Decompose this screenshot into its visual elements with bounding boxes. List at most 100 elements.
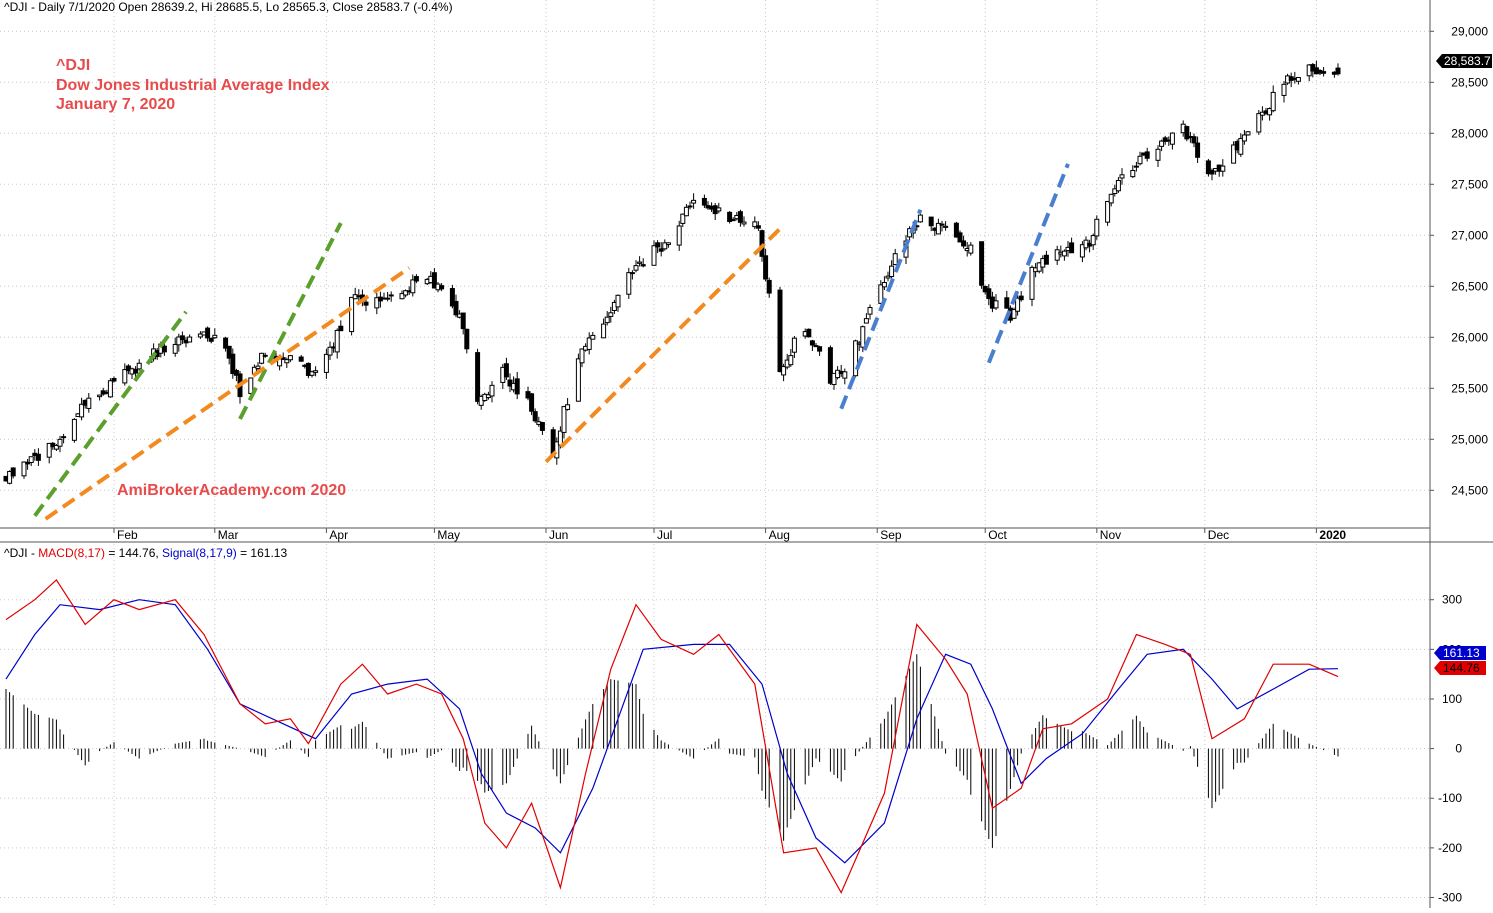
candle-body: [755, 225, 761, 229]
candle-body: [1155, 148, 1161, 161]
candle: [1094, 215, 1100, 240]
signal-legend-value: = 161.13: [237, 546, 288, 560]
candle: [827, 345, 833, 385]
candle-body: [579, 348, 585, 364]
candle: [766, 277, 772, 298]
candle-body: [35, 453, 41, 461]
candle-body: [529, 393, 535, 412]
candle-body: [763, 255, 769, 280]
orange-trendline: [44, 266, 411, 521]
price-candles: [3, 60, 1341, 485]
candle: [806, 328, 812, 338]
candle-body: [1195, 142, 1201, 158]
candle-body: [878, 284, 884, 304]
candle-body: [806, 328, 812, 338]
candle-body: [752, 221, 758, 228]
candle-body: [633, 265, 639, 271]
candle-body: [629, 272, 635, 275]
candle-body: [943, 225, 949, 228]
candle-body: [1108, 193, 1114, 204]
candle-body: [928, 216, 934, 227]
candle: [817, 345, 823, 356]
candle-body: [532, 411, 538, 422]
candle: [561, 405, 567, 439]
candle: [399, 290, 405, 300]
candle-body: [255, 365, 261, 370]
macd-line: [5, 578, 1339, 894]
candle: [741, 216, 747, 227]
candle: [1238, 133, 1244, 157]
candle-body: [953, 222, 959, 238]
candle-body: [586, 337, 592, 350]
candle-body: [259, 352, 265, 364]
candle: [853, 339, 859, 377]
candle: [1155, 145, 1161, 168]
candle: [892, 248, 898, 266]
candle: [831, 372, 837, 390]
candle: [514, 371, 520, 400]
price-tick-label: 28,500: [1451, 75, 1488, 89]
candle: [46, 442, 52, 464]
candle-body: [892, 253, 898, 266]
candle: [565, 398, 571, 411]
candle: [763, 248, 769, 282]
candle: [658, 242, 664, 257]
candle-body: [1029, 266, 1035, 300]
candle: [712, 203, 718, 221]
candle-body: [385, 297, 391, 300]
x-tick-label: Nov: [1100, 528, 1121, 542]
candle-body: [831, 372, 837, 386]
candle: [1133, 161, 1139, 172]
candle-body: [608, 312, 614, 317]
x-tick-label: Oct: [988, 528, 1007, 542]
candle-body: [863, 318, 869, 324]
candle: [979, 241, 985, 289]
candle-body: [788, 355, 794, 366]
candle: [1288, 72, 1294, 88]
candle: [651, 240, 657, 266]
candle: [665, 242, 671, 248]
candle-body: [136, 362, 142, 370]
candle-body: [475, 352, 481, 402]
candle: [986, 284, 992, 306]
candle-body: [889, 265, 895, 277]
candle-body: [1004, 297, 1010, 309]
candle: [125, 364, 131, 375]
candle: [953, 221, 959, 238]
candle-body: [10, 467, 16, 477]
candle: [71, 418, 77, 443]
candle-body: [1295, 77, 1301, 82]
candle: [842, 368, 848, 385]
candle: [111, 376, 117, 383]
candle-body: [687, 205, 693, 208]
candle-body: [453, 300, 459, 316]
candle-body: [1184, 126, 1190, 140]
index-name-annotation: Dow Jones Industrial Average Index: [56, 77, 330, 94]
candle: [1191, 133, 1197, 148]
macd-legend-label: MACD(8,17): [38, 546, 105, 560]
candle: [1205, 158, 1211, 177]
x-tick-label: Jun: [549, 528, 568, 542]
green-trendline: [33, 310, 188, 517]
candle: [863, 313, 869, 324]
candle: [554, 437, 560, 465]
candle: [752, 216, 758, 230]
candle-body: [208, 337, 214, 342]
x-tick-label: Jul: [657, 528, 672, 542]
candle-body: [334, 329, 340, 353]
candle-body: [683, 206, 689, 217]
candle: [212, 328, 218, 339]
candle: [1061, 249, 1067, 261]
candle-body: [741, 221, 747, 225]
candle-body: [1144, 151, 1150, 159]
candle: [21, 461, 27, 479]
candle: [323, 348, 329, 379]
candle-body: [410, 279, 416, 294]
candle-body: [1115, 179, 1121, 192]
candle-body: [161, 345, 167, 353]
macd-lines: [5, 578, 1339, 894]
candle: [878, 280, 884, 305]
candle: [403, 289, 409, 298]
macd-tick-label: -100: [1438, 791, 1462, 805]
watermark: AmiBrokerAcademy.com 2020: [117, 482, 346, 499]
